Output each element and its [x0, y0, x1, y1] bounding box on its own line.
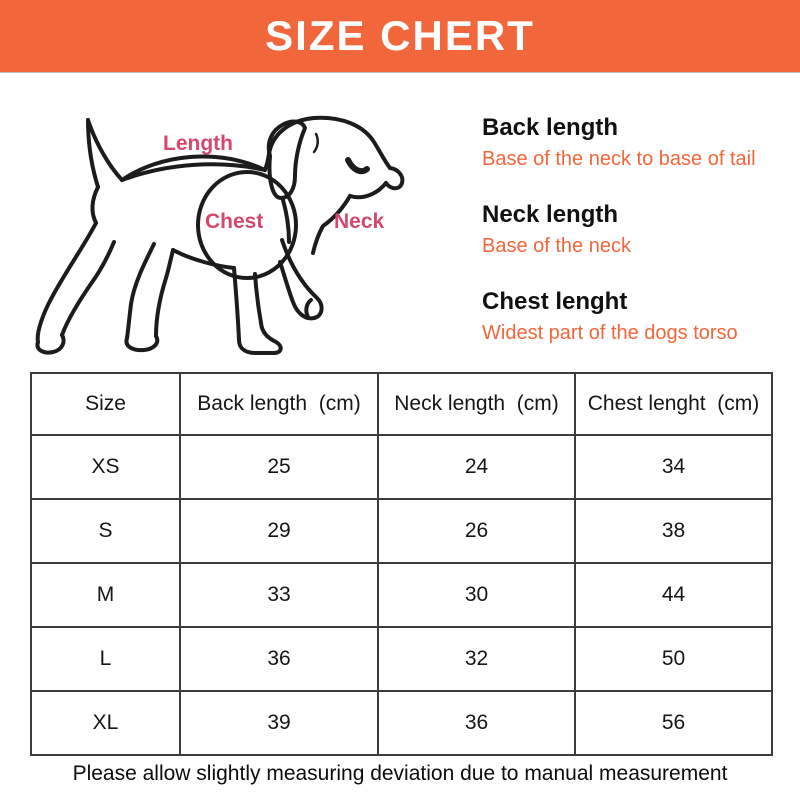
table-row-l: L 36 32 50	[30, 626, 773, 692]
dog-far-hindleg-outer	[35, 221, 98, 344]
neck-label: Neck	[334, 210, 385, 233]
dog-muzzle	[348, 181, 388, 200]
chest-length-heading: Chest lenght	[482, 288, 628, 315]
size-cell: L	[30, 626, 181, 692]
size-cell: XS	[30, 434, 181, 500]
dog-frontpaw	[237, 321, 283, 355]
size-table-header-row: Size Back length (cm) Neck length (cm) C…	[30, 372, 773, 436]
dog-tail	[86, 118, 124, 182]
table-row-s: S 29 26 38	[30, 498, 773, 564]
chest-cell: 34	[574, 434, 773, 500]
neck-cell: 26	[377, 498, 576, 564]
dog-near-hindleg-inner	[154, 248, 175, 338]
dog-ear	[266, 119, 307, 200]
back-length-description: Base of the neck to base of tail	[482, 148, 756, 170]
table-row-xl: XL 39 36 56	[30, 690, 773, 756]
measurement-disclaimer: Please allow slightly measuring deviatio…	[72, 762, 728, 785]
chest-length-description: Widest part of the dogs torso	[482, 322, 738, 344]
chest-cell: 56	[574, 690, 773, 756]
title-banner: SIZE CHERT	[0, 0, 800, 72]
dog-near-hindleg-outer	[125, 242, 156, 340]
size-cell: S	[30, 498, 181, 564]
dog-closed-eye	[345, 157, 370, 175]
header-back-length: Back length (cm)	[179, 372, 379, 436]
header-chest-length: Chest lenght (cm)	[574, 372, 773, 436]
back-length-info: Back length Base of the neck to base of …	[482, 114, 782, 171]
table-row-xs: XS 25 24 34	[30, 434, 773, 500]
page-title: SIZE CHERT	[265, 12, 535, 59]
dog-measurement-diagram: Length Chest Neck	[20, 92, 460, 382]
chest-length-info: Chest lenght Widest part of the dogs tor…	[482, 288, 782, 345]
dog-head-top	[267, 115, 392, 170]
dog-back-band	[120, 154, 267, 182]
dog-raised-leg	[278, 238, 324, 321]
size-table: Size Back length (cm) Neck length (cm) C…	[30, 372, 773, 756]
dog-jaw	[311, 194, 352, 255]
dog-near-hindpaw	[124, 334, 160, 353]
dog-far-hindleg-inner	[60, 240, 116, 337]
back-cell: 29	[179, 498, 379, 564]
size-cell: M	[30, 562, 181, 628]
dog-frontleg-right	[253, 272, 263, 325]
neck-cell: 32	[377, 626, 576, 692]
back-cell: 25	[179, 434, 379, 500]
neck-cell: 24	[377, 434, 576, 500]
dog-neck-back	[281, 198, 291, 244]
chest-cell: 50	[574, 626, 773, 692]
neck-length-info: Neck length Base of the neck	[482, 201, 782, 258]
dog-head-tuft	[312, 132, 319, 154]
dog-belly	[171, 248, 236, 270]
chest-cell: 38	[574, 498, 773, 564]
table-row-m: M 33 30 44	[30, 562, 773, 628]
header-neck-length: Neck length (cm)	[377, 372, 576, 436]
length-label: Length	[163, 132, 233, 155]
dog-far-hindpaw	[35, 333, 66, 355]
dog-chest-circle	[196, 170, 298, 280]
back-cell: 33	[179, 562, 379, 628]
dog-line-drawing-icon	[35, 115, 405, 355]
dog-nose	[384, 166, 405, 191]
dog-raised-toe	[304, 298, 313, 319]
header-size: Size	[30, 372, 181, 436]
size-cell: XL	[30, 690, 181, 756]
back-cell: 39	[179, 690, 379, 756]
back-cell: 36	[179, 626, 379, 692]
back-length-heading: Back length	[482, 114, 619, 141]
dog-rump	[90, 185, 100, 225]
neck-length-heading: Neck length	[482, 201, 619, 228]
neck-cell: 30	[377, 562, 576, 628]
neck-cell: 36	[377, 690, 576, 756]
chest-label: Chest	[205, 210, 264, 233]
chest-cell: 44	[574, 562, 773, 628]
neck-length-description: Base of the neck	[482, 235, 631, 257]
measurement-info-panel: Back length Base of the neck to base of …	[482, 114, 782, 375]
dog-tail-left	[86, 118, 100, 189]
